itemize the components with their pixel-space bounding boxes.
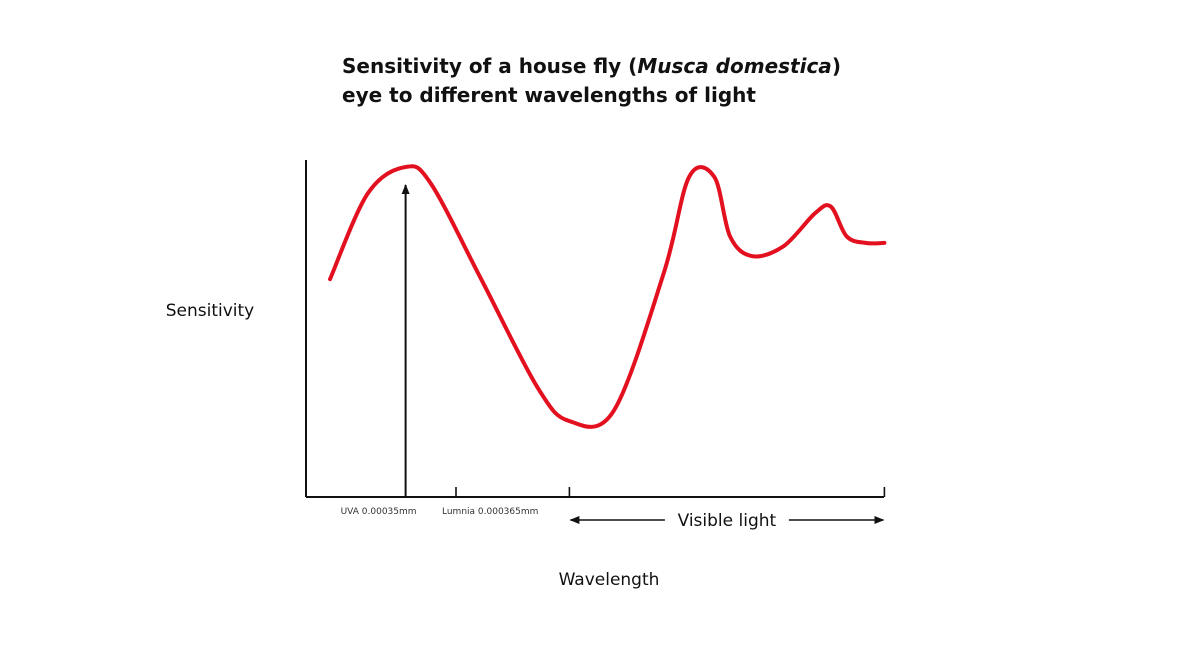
- chart-title-suffix: ): [831, 54, 841, 78]
- wavelength-markers: UVA 0.00035mm Lumnia 0.000365mm: [341, 184, 538, 517]
- x-axis-ticks: [455, 487, 886, 497]
- y-axis-label: Sensitivity: [166, 301, 255, 321]
- sensitivity-curve: [328, 164, 887, 429]
- x-axis-label: Wavelength: [559, 570, 660, 590]
- chart-title-prefix: Sensitivity of a house fly (: [342, 54, 638, 78]
- chart-title-line2: eye to different wavelengths of light: [342, 83, 756, 107]
- x-tick-label: Lumnia 0.000365mm: [442, 507, 538, 517]
- x-tick-label: UVA 0.00035mm: [341, 507, 417, 517]
- visible-light-label: Visible light: [678, 511, 777, 531]
- chart-title: Sensitivity of a house fly (Musca domest…: [342, 52, 942, 110]
- visible-light-band: Visible light: [569, 511, 885, 531]
- chart-title-italic: Musca domestica: [637, 54, 832, 78]
